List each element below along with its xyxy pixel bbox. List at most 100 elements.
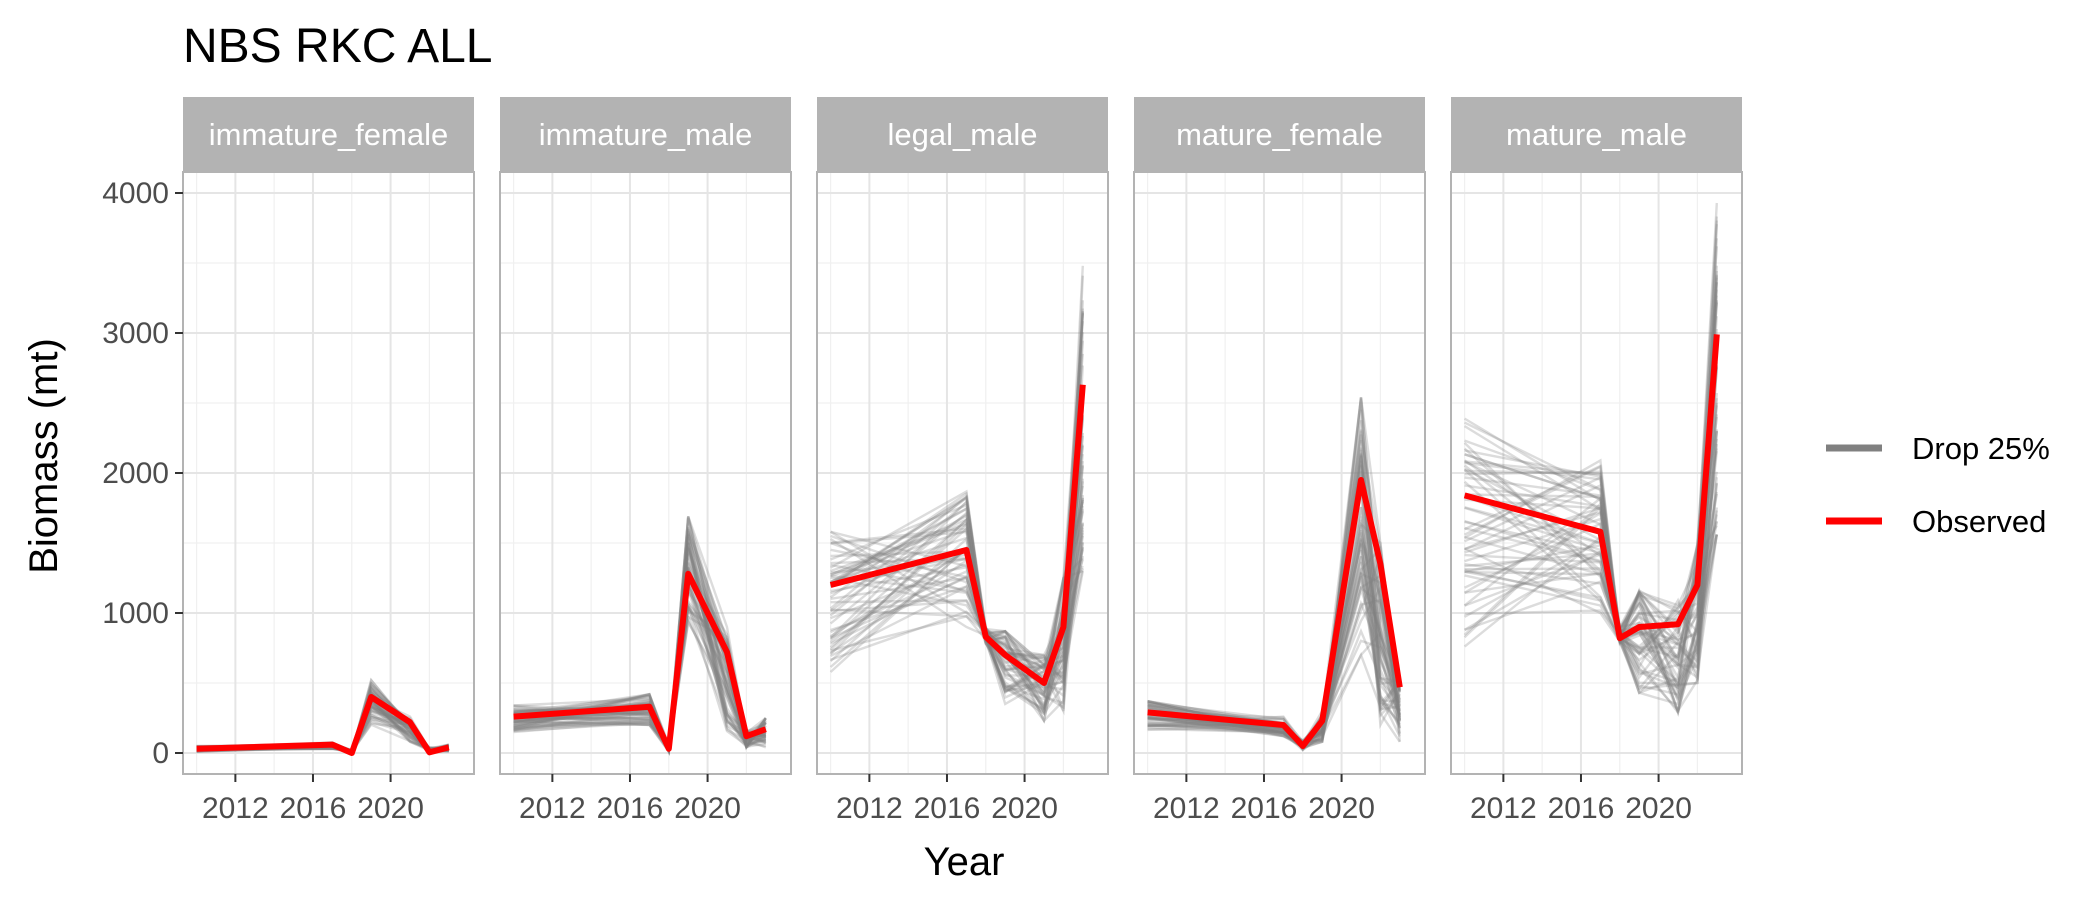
observed-line: [829, 384, 1086, 686]
legend-label: Drop 25%: [1912, 431, 2050, 466]
drop-25-line: [1147, 398, 1400, 745]
drop-25-line: [1464, 493, 1718, 659]
drop-25-line: [1464, 362, 1718, 655]
drop-25-line: [830, 478, 1084, 688]
drop-25-line: [1464, 238, 1718, 667]
x-tick-label: 2020: [357, 792, 424, 825]
drop-25-line: [1464, 414, 1718, 684]
drop-25-line: [1464, 483, 1718, 713]
facet-strip-label: legal_male: [888, 117, 1038, 152]
drop-25-line: [830, 536, 1084, 694]
y-tick-label: 4000: [102, 177, 169, 210]
x-tick-label: 2012: [836, 792, 903, 825]
drop-25-line: [1463, 431, 1718, 714]
drop-25-line: [1147, 556, 1401, 747]
drop-25-line: [830, 568, 1084, 677]
drop-25-line: [1464, 277, 1718, 691]
drop-25-line: [829, 275, 1084, 692]
drop-25-line: [1464, 339, 1718, 686]
drop-25-line: [830, 534, 1084, 699]
drop-25-line: [1464, 451, 1718, 641]
drop-25-line: [1464, 443, 1718, 684]
drop-25-line: [830, 528, 1084, 711]
facet-strip-label: mature_male: [1506, 117, 1687, 152]
drop-25-line: [1147, 506, 1401, 748]
drop-25-line: [1147, 537, 1401, 745]
drop-25-line: [513, 599, 767, 753]
drop-25-line: [1464, 460, 1718, 690]
drop-25-line: [513, 528, 766, 754]
facet-panel-immature-female: immature_female 2012 2016 2020: [182, 97, 475, 825]
facet-panel-legal-male: legal_male 2012 2016 2020: [816, 97, 1109, 825]
drop-25-line: [829, 501, 1084, 693]
drop-25-line: [829, 494, 1084, 690]
facet-panel-immature-male: immature_male 2012 2016 2020: [499, 97, 792, 825]
panel-border: [1133, 171, 1426, 775]
drop-25-line: [1464, 430, 1718, 664]
drop-25-line: [830, 308, 1084, 716]
drop-25-line: [1147, 397, 1401, 748]
legend-label: Observed: [1912, 504, 2046, 539]
drop-25-line: [829, 432, 1084, 710]
drop-25-line: [513, 553, 767, 749]
drop-25-line: [1147, 533, 1401, 745]
legend: Drop 25% Observed: [1826, 431, 2050, 539]
drop-25-line: [1147, 538, 1401, 751]
drop-25-line: [1464, 392, 1718, 705]
drop-25-line: [513, 606, 767, 754]
drop-25-line: [1463, 511, 1718, 716]
drop-25-line: [1464, 534, 1718, 706]
drop-25-line: [1147, 524, 1401, 749]
facet-strip-label: mature_female: [1176, 117, 1383, 152]
drop-25-line: [1147, 447, 1401, 748]
drop-25-line: [513, 533, 767, 750]
observed-line: [513, 570, 767, 752]
facet-strip: [817, 97, 1108, 172]
drop-25-line: [830, 522, 1084, 666]
x-tick-label: 2012: [202, 792, 269, 825]
drop-25-line: [1464, 521, 1718, 646]
drop-25-line: [1147, 569, 1401, 743]
drop-25-line: [1464, 429, 1718, 680]
drop-25-line: [513, 534, 766, 751]
drop-25-line: [1463, 367, 1718, 718]
y-axis-title: Biomass (mt): [22, 338, 66, 574]
x-axis-title: Year: [924, 840, 1005, 884]
x-tick-label: 2016: [280, 792, 347, 825]
drop-25-line: [1147, 598, 1401, 748]
y-tick-label: 1000: [102, 597, 169, 630]
drop-25-line: [1464, 482, 1718, 687]
panel-border: [499, 171, 792, 775]
facet-strip: [183, 97, 474, 172]
y-tick-label: 2000: [102, 457, 169, 490]
x-tick-label: 2020: [1625, 792, 1692, 825]
drop-25-line: [829, 300, 1084, 723]
drop-25-line: [1464, 329, 1718, 655]
drop-25-line: [1147, 516, 1401, 746]
chart-title: NBS RKC ALL: [183, 20, 492, 73]
drop-25-line: [829, 353, 1084, 673]
drop-25-line: [1147, 556, 1401, 744]
drop-25-line: [1147, 465, 1401, 749]
drop-25-line: [830, 313, 1084, 682]
observed-line: [1463, 334, 1720, 642]
drop-25-line: [1464, 460, 1718, 642]
drop-25-line: [830, 535, 1084, 691]
y-tick-label: 3000: [102, 317, 169, 350]
panel-border: [1450, 171, 1743, 775]
drop-25-line: [1464, 300, 1718, 648]
observed-line: [196, 694, 450, 756]
drop-25-line: [1464, 484, 1718, 642]
drop-25-line: [830, 321, 1084, 667]
drop-25-line: [1147, 585, 1401, 750]
facet-strip: [1134, 97, 1425, 172]
drop-25-line: [830, 414, 1084, 690]
facet-strip: [1451, 97, 1742, 172]
y-axis: 0 1000 2000 3000 4000: [102, 177, 183, 770]
drop-25-line: [1464, 347, 1718, 672]
x-tick-label: 2016: [597, 792, 664, 825]
drop-25-lines: [1463, 202, 1718, 718]
drop-25-line: [830, 466, 1084, 706]
drop-25-line: [513, 598, 767, 753]
